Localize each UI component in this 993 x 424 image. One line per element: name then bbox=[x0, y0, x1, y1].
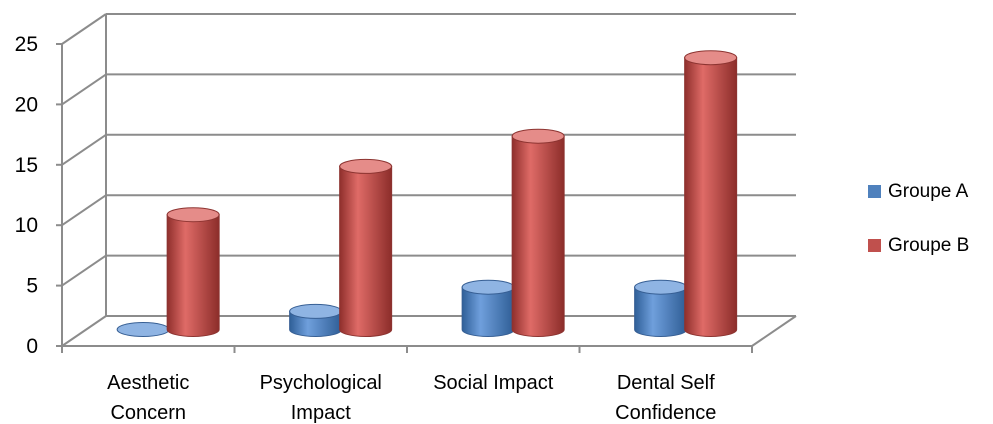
y-tick-label: 20 bbox=[15, 93, 38, 116]
x-tick-label: Concern bbox=[110, 402, 186, 424]
y-tick-label: 25 bbox=[15, 33, 38, 56]
bar bbox=[289, 303, 343, 337]
legend-swatch-groupe-a bbox=[868, 185, 881, 198]
bar bbox=[634, 279, 688, 337]
gridline-side bbox=[61, 254, 107, 287]
bar-cap bbox=[684, 50, 738, 66]
y-tick-label: 15 bbox=[15, 154, 38, 177]
x-tick-label: Social Impact bbox=[433, 372, 553, 394]
y-tick-label: 10 bbox=[15, 214, 38, 237]
bars bbox=[116, 50, 738, 337]
legend-label-groupe-a: Groupe A bbox=[888, 180, 969, 202]
x-tick-label: Impact bbox=[291, 402, 351, 424]
bar-cap bbox=[116, 322, 170, 337]
bar-cap bbox=[511, 128, 565, 144]
gridline-side bbox=[61, 194, 107, 227]
gridline-side bbox=[61, 133, 107, 166]
bar-body bbox=[339, 165, 393, 337]
legend-swatch-groupe-b bbox=[868, 239, 881, 252]
y-tick-label: 0 bbox=[26, 335, 38, 358]
bar bbox=[684, 50, 738, 337]
bar-cap bbox=[461, 279, 515, 295]
x-tick-label: Confidence bbox=[615, 402, 716, 424]
gridline-side bbox=[61, 315, 107, 347]
legend-item-groupe-b: Groupe B bbox=[868, 232, 969, 259]
legend-item-groupe-a: Groupe A bbox=[868, 178, 969, 205]
x-tick-label: Dental Self bbox=[617, 372, 715, 394]
y-tick-label: 5 bbox=[26, 275, 38, 298]
grid bbox=[61, 13, 796, 347]
bar-cap bbox=[166, 207, 220, 223]
gridline-side bbox=[61, 73, 107, 106]
bar-cap bbox=[634, 279, 688, 295]
bar bbox=[461, 279, 515, 337]
bar bbox=[339, 158, 393, 337]
legend: Groupe A Groupe B bbox=[868, 178, 969, 286]
x-tick-label: Psychological bbox=[260, 372, 382, 394]
bar-body bbox=[166, 214, 220, 337]
x-tick-label: Aesthetic bbox=[107, 372, 189, 394]
legend-label-groupe-b: Groupe B bbox=[888, 234, 970, 256]
gridline-side bbox=[61, 13, 107, 45]
bar-cap bbox=[289, 303, 343, 319]
bar-body bbox=[511, 135, 565, 337]
bar-cap bbox=[339, 158, 393, 174]
axes bbox=[56, 14, 797, 353]
floor-right-edge bbox=[751, 315, 797, 347]
bar bbox=[511, 128, 565, 337]
labels: 0 5 10 15 20 25 Aesthetic Concern Psychological I… bbox=[15, 33, 717, 424]
bar bbox=[116, 322, 170, 337]
bar-body bbox=[684, 57, 738, 337]
bar bbox=[166, 207, 220, 337]
